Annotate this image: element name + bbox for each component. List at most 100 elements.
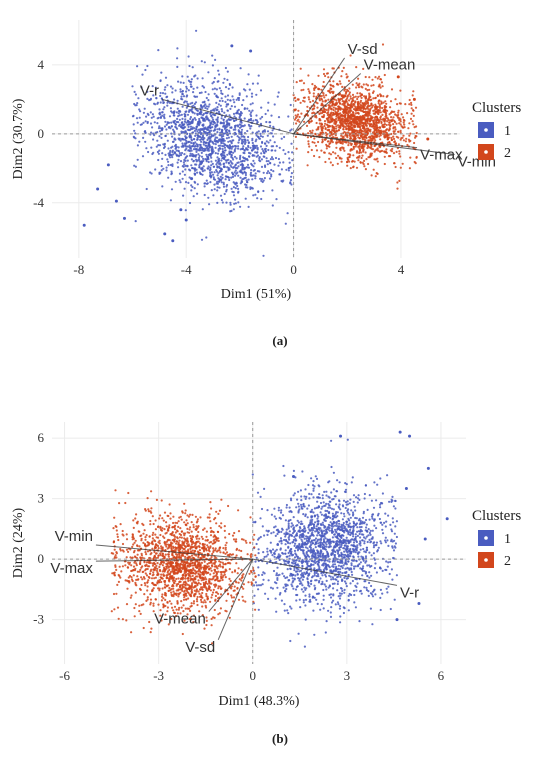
- data-point: [198, 166, 201, 169]
- data-point: [210, 152, 214, 155]
- data-point: [230, 142, 233, 145]
- data-point: [184, 168, 187, 171]
- data-point: [399, 120, 402, 123]
- data-point: [225, 185, 228, 188]
- data-point: [332, 599, 335, 602]
- data-point: [299, 503, 303, 506]
- data-point: [354, 117, 357, 120]
- data-point: [197, 153, 200, 156]
- data-point: [376, 549, 379, 552]
- data-point: [315, 128, 318, 131]
- data-point: [337, 115, 340, 118]
- data-point: [222, 151, 225, 154]
- data-point: [213, 188, 216, 191]
- data-point: [216, 131, 219, 134]
- data-point: [257, 190, 260, 193]
- data-point: [266, 172, 269, 175]
- data-point: [231, 162, 234, 165]
- data-point: [357, 100, 360, 103]
- data-point: [243, 171, 246, 174]
- data-point: [322, 538, 325, 541]
- data-point: [321, 141, 324, 144]
- outlier-point: [179, 208, 183, 212]
- data-point: [263, 534, 266, 537]
- data-point: [145, 187, 148, 191]
- data-point: [203, 119, 207, 122]
- data-point: [158, 171, 161, 174]
- data-point: [228, 153, 232, 156]
- data-point: [333, 122, 336, 125]
- data-point: [244, 141, 247, 144]
- data-point: [223, 127, 226, 130]
- data-point: [279, 511, 283, 514]
- data-point: [313, 588, 316, 591]
- data-point: [314, 530, 317, 533]
- data-point: [331, 164, 334, 167]
- data-point: [325, 543, 328, 546]
- data-point: [379, 138, 382, 141]
- data-point: [188, 109, 191, 112]
- data-point: [380, 100, 383, 103]
- data-point: [288, 530, 291, 533]
- data-point: [208, 144, 211, 147]
- data-point: [374, 593, 377, 596]
- data-point: [373, 116, 376, 119]
- data-point: [412, 90, 415, 93]
- data-point: [228, 132, 232, 135]
- data-point: [220, 181, 223, 184]
- data-point: [371, 595, 375, 598]
- data-point: [234, 169, 237, 172]
- data-point: [285, 555, 288, 558]
- data-point: [235, 172, 238, 175]
- data-point: [221, 157, 224, 160]
- data-point: [362, 67, 365, 70]
- data-point: [238, 139, 241, 142]
- data-point: [249, 173, 252, 176]
- data-point: [226, 109, 229, 112]
- data-point: [241, 166, 244, 169]
- data-point: [220, 169, 223, 173]
- data-point: [208, 126, 211, 129]
- data-point: [183, 163, 186, 166]
- data-point: [390, 116, 393, 119]
- data-point: [259, 122, 263, 125]
- data-point: [218, 87, 221, 90]
- data-point: [340, 75, 343, 78]
- data-point: [352, 166, 355, 169]
- data-point: [317, 592, 320, 595]
- data-point: [310, 528, 313, 532]
- data-point: [377, 102, 380, 105]
- data-point: [267, 579, 270, 582]
- data-point: [216, 116, 219, 119]
- data-point: [211, 64, 214, 67]
- data-point: [251, 109, 254, 112]
- data-point: [252, 174, 255, 177]
- data-point: [193, 187, 196, 190]
- data-point: [295, 599, 298, 602]
- data-point: [195, 150, 198, 153]
- data-point: [159, 94, 162, 97]
- data-point: [151, 126, 154, 129]
- data-point: [311, 575, 314, 578]
- data-point: [337, 570, 340, 573]
- data-point: [181, 105, 184, 108]
- data-point: [302, 574, 305, 577]
- data-point: [349, 104, 352, 107]
- data-point: [270, 173, 273, 176]
- data-point: [229, 164, 232, 167]
- data-point: [267, 597, 270, 601]
- data-point: [251, 82, 255, 85]
- data-point: [335, 142, 338, 145]
- data-point: [223, 146, 227, 149]
- data-point: [189, 169, 192, 172]
- data-point: [312, 496, 315, 499]
- data-point: [162, 167, 165, 170]
- data-point: [232, 166, 236, 169]
- data-point: [349, 552, 353, 555]
- data-point: [200, 160, 203, 163]
- data-point: [332, 587, 335, 590]
- data-point: [343, 94, 346, 97]
- data-point: [357, 77, 360, 80]
- data-point: [283, 609, 286, 612]
- data-point: [198, 112, 201, 115]
